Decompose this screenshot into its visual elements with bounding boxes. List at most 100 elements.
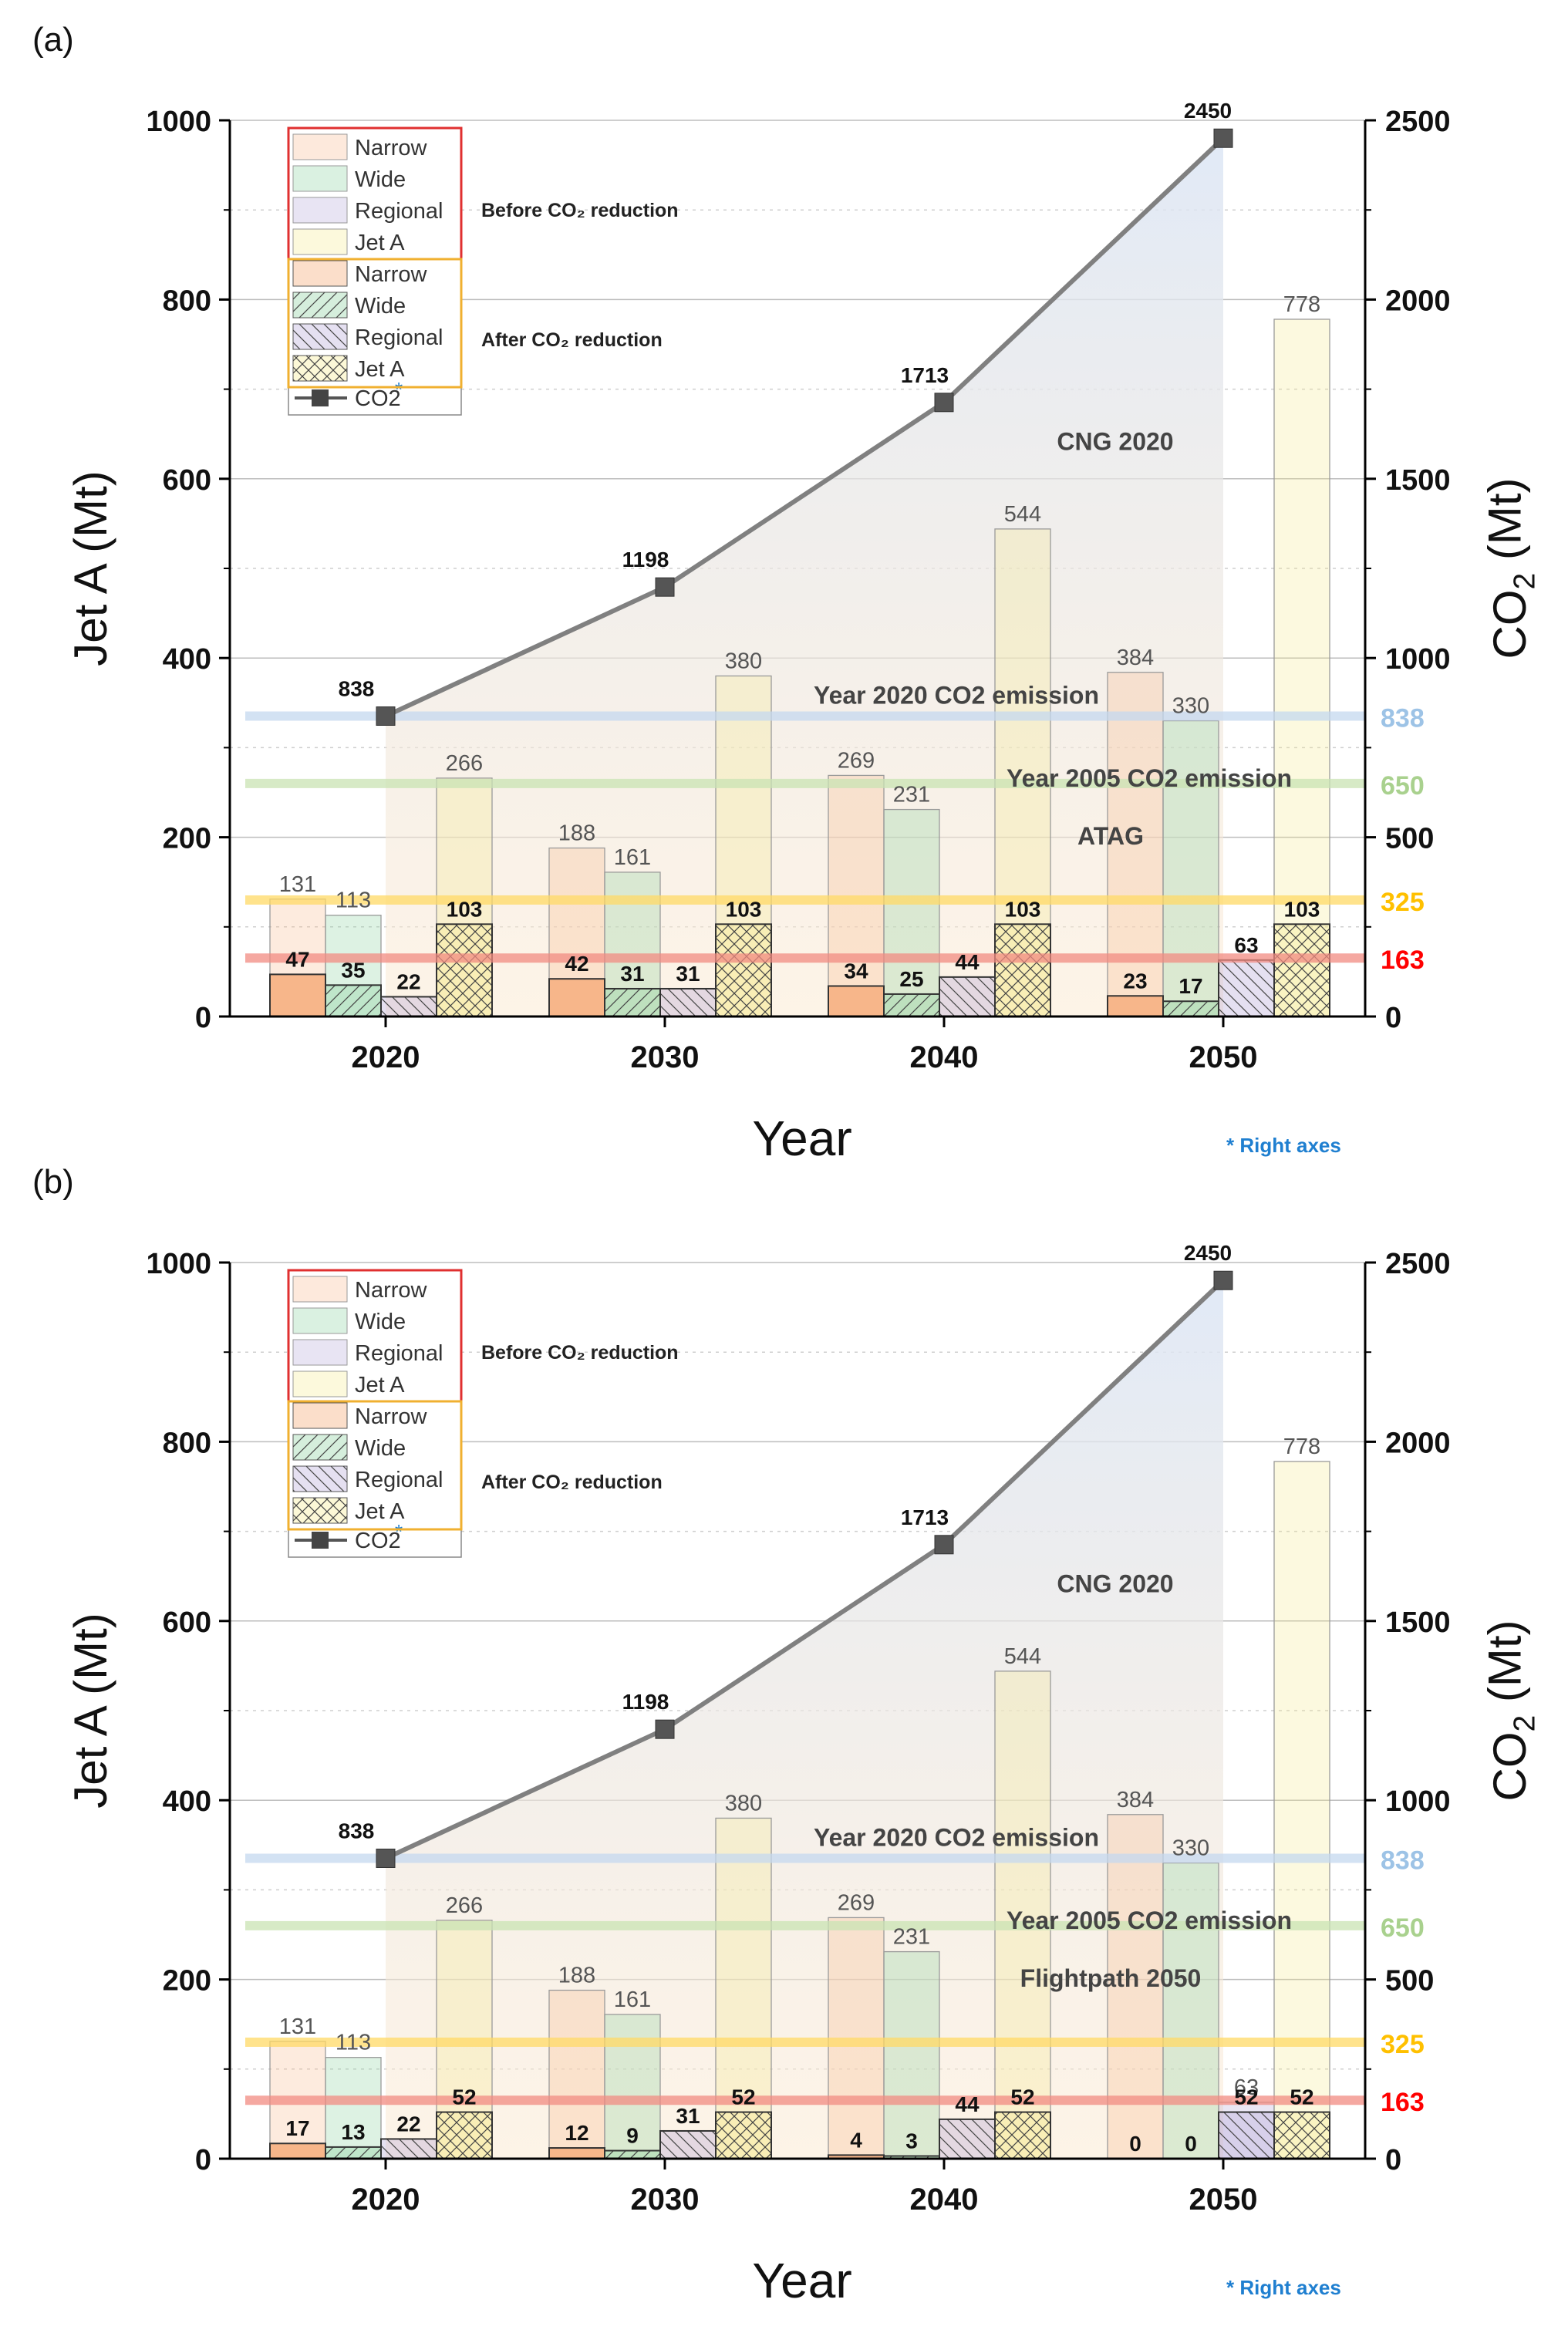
co2-marker-2040 [934,1535,954,1555]
legend-swatch-regional-before [292,1339,348,1366]
data-label-jeta-before-2050: 778 [1283,1435,1320,1459]
data-label-wide-after-2030: 9 [626,2124,639,2148]
reference-value-838: 838 [1381,1846,1425,1875]
data-label-narrow-before-2040: 269 [838,748,875,773]
data-label-narrow-after-2030: 12 [565,2121,588,2145]
bar-jeta-after-2030 [715,923,772,1017]
legend: Narrow Wide Regional Jet A Narrow Wide Regiona… [287,1269,679,1558]
legend-label-regional-after: Regional [355,1468,443,1492]
bar-narrow-after-2040 [828,985,885,1017]
y-tick-label-left: 0 [195,2144,211,2176]
data-label-narrow-after-2020: 47 [285,947,309,971]
data-label-wide-before-2050: 330 [1172,1836,1209,1861]
annotation-target: ATAG [1077,822,1144,850]
y-tick-label-left: 400 [163,643,211,676]
data-label-wide-after-2050: 17 [1179,974,1202,998]
legend-co2-footnote-marker: * [395,1520,403,1543]
data-label-regional-after-2030: 31 [676,2104,700,2128]
data-label-regional-after-2020: 22 [396,2112,420,2136]
legend-label-jeta-after: Jet A [355,357,405,382]
legend-label-narrow-after: Narrow [355,262,428,287]
legend-swatch-regional-after [292,323,348,350]
data-label-jeta-after-2050: 103 [1284,897,1320,921]
reference-value-163: 163 [1381,946,1425,975]
data-label-regional-after-2050: 52 [1234,2085,1258,2109]
legend-swatch-wide-before [292,165,348,192]
co2-area [386,1280,1223,2159]
legend-label-narrow-before: Narrow [355,1278,428,1303]
reference-value-163: 163 [1381,2088,1425,2117]
bar-jeta-after-2020 [436,2111,493,2159]
data-label-wide-before-2040: 231 [893,783,930,807]
data-label-narrow-after-2030: 42 [565,952,588,976]
footnote: * Right axes [1226,2276,1341,2299]
data-label-narrow-before-2050: 384 [1117,1788,1154,1812]
bar-jeta-after-2030 [715,2111,772,2159]
legend-swatch-jeta-after [292,1497,348,1524]
data-label-narrow-after-2050: 23 [1123,969,1147,993]
data-label-narrow-after-2020: 17 [285,2116,309,2140]
reference-value-838: 838 [1381,703,1425,733]
data-label-regional-after-2020: 22 [396,969,420,993]
reference-value-325: 325 [1381,888,1425,917]
y-tick-label-right: 1500 [1385,464,1451,497]
legend-label-co2: CO2 [355,386,401,411]
co2-value-2020: 838 [339,676,375,700]
bar-regional-after-2020 [380,2138,437,2160]
data-label-wide-after-2030: 31 [620,962,644,986]
bar-wide-after-2040 [883,993,940,1017]
y-axis-title-left: Jet A (Mt) [65,470,116,666]
legend-label-jeta-after: Jet A [355,1499,405,1524]
bar-wide-before-2040 [883,1950,940,2159]
legend-swatch-regional-after [292,1465,348,1492]
reference-value-650: 650 [1381,1913,1425,1943]
legend-swatch-wide-after [292,292,348,319]
data-label-narrow-before-2050: 384 [1117,646,1154,670]
legend-swatch-wide-before [292,1307,348,1334]
reference-value-325: 325 [1381,2030,1425,2059]
bar-narrow-after-2050 [1107,995,1164,1018]
bar-wide-before-2050 [1162,720,1219,1017]
bar-regional-after-2020 [380,996,437,1018]
legend-label-narrow-before: Narrow [355,136,428,160]
reference-band-325 [245,895,1365,905]
annotation-year-2020: Year 2020 CO2 emission [814,681,1099,709]
bar-wide-before-2050 [1162,1862,1219,2159]
reference-band-650 [245,778,1365,788]
bar-jeta-after-2040 [994,923,1051,1017]
legend-label-jeta-before: Jet A [355,1373,405,1397]
data-label-wide-before-2050: 330 [1172,694,1209,719]
y-axis-title-right: CO2 (Mt) [1479,1620,1542,1802]
co2-value-2030: 1198 [622,1690,669,1714]
legend-label-jeta-before: Jet A [355,231,405,255]
data-label-wide-before-2020: 113 [336,888,371,913]
reference-band-650 [245,1920,1365,1930]
legend-label-regional-before: Regional [355,199,443,224]
co2-value-2030: 1198 [622,548,669,571]
data-label-wide-before-2030: 161 [614,845,651,870]
y-axis-title-right: CO2 (Mt) [1479,478,1542,659]
data-label-jeta-after-2040: 52 [1010,2085,1034,2109]
y-tick-label-left: 600 [163,464,211,497]
legend-label-wide-before: Wide [355,1310,406,1334]
annotation-year-2020: Year 2020 CO2 emission [814,1823,1099,1851]
bar-narrow-after-2020 [269,2143,326,2160]
data-label-jeta-after-2040: 103 [1005,897,1041,921]
data-label-jeta-after-2030: 103 [726,897,762,921]
legend-heading-before: Before CO₂ reduction [481,200,679,221]
panel-label: (a) [32,21,74,59]
data-label-regional-after-2040: 44 [955,950,980,974]
y-tick-label-right: 0 [1385,2144,1401,2176]
data-label-narrow-after-2050: 0 [1129,2132,1141,2156]
y-tick-label-right: 2000 [1385,1427,1451,1459]
reference-band-838 [245,711,1365,721]
data-label-narrow-after-2040: 4 [850,2128,862,2152]
data-label-narrow-before-2030: 188 [558,1964,595,1988]
co2-marker-2050 [1213,128,1233,148]
panel-label: (b) [32,1163,74,1201]
co2-value-2050: 2450 [1184,99,1232,123]
co2-value-2040: 1713 [901,363,949,387]
data-label-narrow-after-2040: 34 [844,959,868,983]
y-axis-title-left: Jet A (Mt) [65,1613,116,1808]
